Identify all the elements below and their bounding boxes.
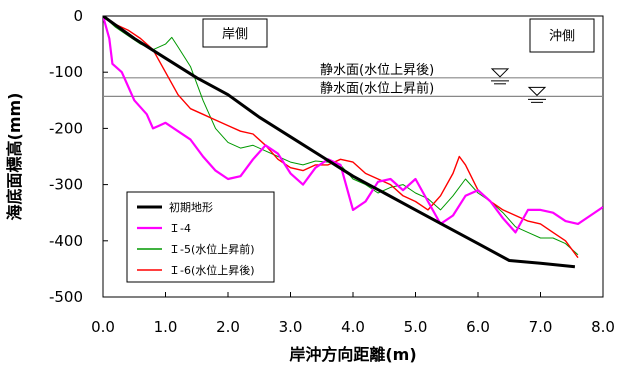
y-tick-label: 0	[73, 7, 83, 25]
series-layer	[103, 16, 603, 269]
swl-after-label: 静水面(水位上昇後)	[320, 63, 434, 78]
water-level-symbol	[527, 86, 547, 103]
x-axis: 0.0 1.0 2.0 3.0 4.0 5.0 6.0 7.0 8.0	[91, 292, 615, 336]
y-tick-label: -500	[49, 288, 83, 306]
series-line-0	[103, 16, 576, 269]
x-tick-label: 5.0	[404, 318, 428, 336]
x-tick-label: 4.0	[341, 318, 365, 336]
x-axis-title: 岸沖方向距離(m)	[289, 345, 416, 364]
x-tick-label: 7.0	[529, 318, 553, 336]
shore-side-box: 岸側	[202, 18, 268, 48]
offshore-side-box: 沖側	[529, 18, 595, 53]
series-line-3	[103, 16, 579, 259]
x-tick-label: 0.0	[91, 318, 115, 336]
series-line-1	[103, 16, 603, 234]
legend-label-2: Ｉ-5(水位上昇前)	[169, 242, 255, 256]
x-tick-label: 8.0	[591, 318, 615, 336]
shore-side-label: 岸側	[222, 27, 248, 42]
y-tick-label: -200	[49, 119, 83, 137]
legend-box	[126, 191, 275, 283]
x-tick-label: 1.0	[154, 318, 178, 336]
y-tick-label: -400	[49, 232, 83, 250]
water-level-symbol	[490, 68, 510, 85]
legend: 初期地形 Ｉ-4 Ｉ-5(水位上昇前) Ｉ-6(水位上昇後)	[126, 191, 275, 283]
legend-label-0: 初期地形	[169, 200, 213, 214]
x-tick-label: 2.0	[216, 318, 240, 336]
y-axis-title: 海底面標高(mm)	[5, 93, 24, 221]
legend-label-3: Ｉ-6(水位上昇後)	[169, 263, 255, 277]
x-tick-label: 6.0	[466, 318, 490, 336]
water-level-lines	[103, 77, 603, 97]
legend-label-1: Ｉ-4	[169, 222, 191, 235]
y-tick-label: -300	[49, 176, 83, 194]
offshore-side-label: 沖側	[549, 29, 575, 44]
y-tick-label: -100	[49, 63, 83, 81]
swl-before-label: 静水面(水位上昇前)	[320, 80, 434, 96]
x-tick-label: 3.0	[279, 318, 303, 336]
y-axis: 0 -100 -200 -300 -400 -500	[49, 7, 108, 306]
